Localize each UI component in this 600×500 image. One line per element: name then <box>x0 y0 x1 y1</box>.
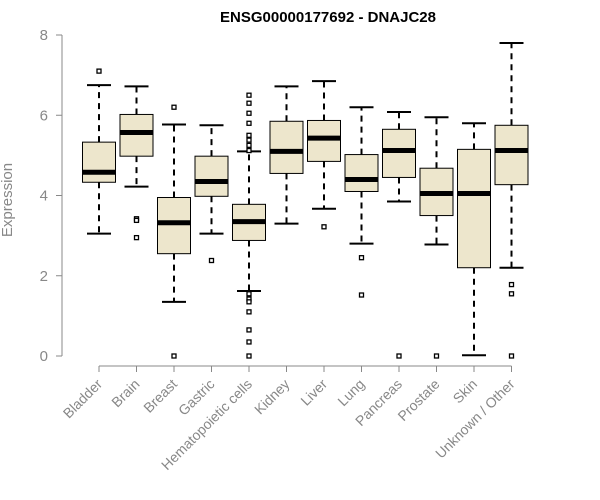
box-10 <box>457 122 491 357</box>
chart-title: ENSG00000177692 - DNAJC28 <box>220 9 436 26</box>
outlier-point <box>246 142 252 148</box>
outlier-point <box>246 147 252 154</box>
y-tick-label: 4 <box>40 188 48 205</box>
outlier-point <box>96 68 102 74</box>
iqr-box <box>457 148 491 269</box>
outlier-point <box>133 217 140 224</box>
outlier-point <box>171 104 177 110</box>
y-axis-label: Expression <box>0 163 16 237</box>
x-tick-label: Skin <box>450 376 481 407</box>
outlier-point <box>246 299 252 305</box>
y-tick-label: 2 <box>40 268 48 285</box>
box-11 <box>494 42 529 359</box>
outlier-point <box>246 137 252 143</box>
iqr-box <box>382 128 416 178</box>
outlier-point <box>246 120 252 126</box>
outlier-point <box>246 353 252 359</box>
box-6 <box>307 80 341 230</box>
y-tick-label: 6 <box>40 107 48 124</box>
x-tick-label: Breast <box>140 376 180 416</box>
outlier-point <box>246 309 252 315</box>
outlier-point <box>133 234 140 241</box>
x-tick-label: Bladder <box>60 376 106 422</box>
iqr-box <box>194 155 229 197</box>
box-5 <box>269 85 304 225</box>
iqr-box <box>82 141 116 183</box>
x-tick-label: Kidney <box>251 376 293 418</box>
iqr-box <box>307 119 341 162</box>
y-tick-label: 8 <box>40 27 48 44</box>
box-9 <box>419 116 454 359</box>
outlier-point <box>246 291 252 297</box>
iqr-box <box>119 113 154 157</box>
box-4 <box>232 92 266 359</box>
outlier-point <box>508 291 515 297</box>
box-7 <box>344 106 379 298</box>
outlier-point <box>246 132 252 138</box>
outlier-point <box>246 110 252 116</box>
iqr-box <box>494 124 529 186</box>
outlier-point <box>246 327 252 333</box>
outlier-point <box>358 292 365 298</box>
outlier-point <box>321 224 327 230</box>
x-tick-label: Liver <box>297 376 330 409</box>
outlier-point <box>208 257 215 264</box>
x-tick-label: Lung <box>334 376 367 409</box>
iqr-box <box>157 197 191 255</box>
outlier-point <box>358 255 365 261</box>
iqr-box <box>269 120 304 174</box>
outlier-point <box>246 339 252 345</box>
x-tick-label: Prostate <box>394 376 442 424</box>
box-3 <box>194 124 229 264</box>
x-tick-label: Brain <box>108 376 142 410</box>
box-group <box>82 42 529 359</box>
box-2 <box>157 104 191 359</box>
box-1 <box>119 85 154 241</box>
box-0 <box>82 68 116 235</box>
outlier-point <box>246 92 252 98</box>
outlier-point <box>396 353 402 359</box>
outlier-point <box>246 100 252 106</box>
outlier-point <box>433 353 440 359</box>
box-8 <box>382 111 416 359</box>
outlier-point <box>508 353 515 359</box>
y-tick-label: 0 <box>40 348 48 365</box>
outlier-point <box>508 281 515 288</box>
iqr-box <box>344 154 379 192</box>
outlier-point <box>171 353 177 359</box>
y-axis: 0 2 4 6 8 <box>40 27 63 365</box>
